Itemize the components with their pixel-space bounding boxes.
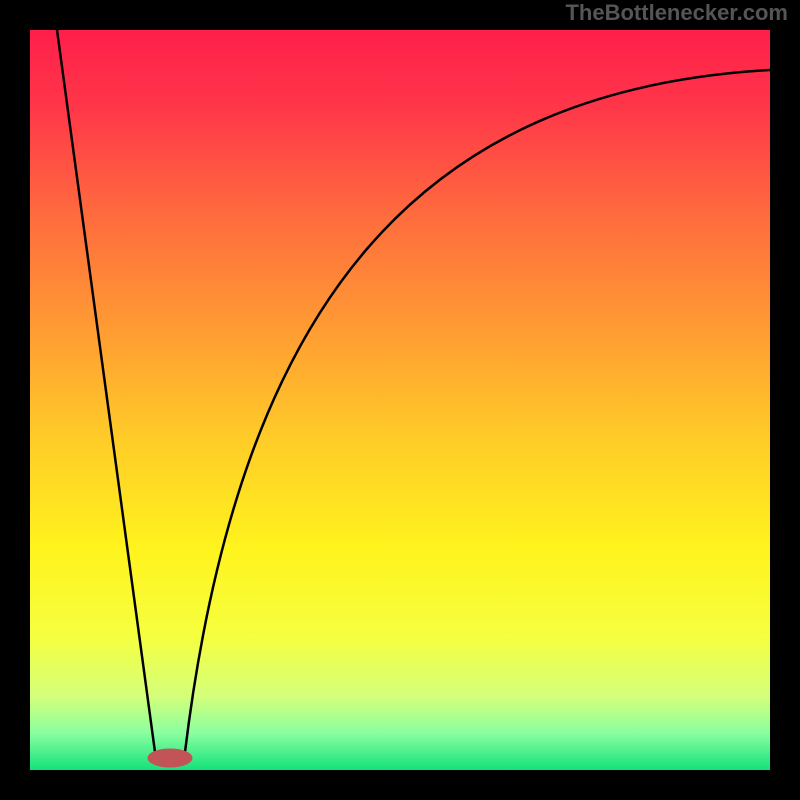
watermark-text: TheBottlenecker.com (565, 0, 788, 26)
chart-container: TheBottlenecker.com (0, 0, 800, 800)
minimum-marker (148, 749, 192, 767)
bottleneck-chart (0, 0, 800, 800)
plot-area (30, 30, 770, 770)
